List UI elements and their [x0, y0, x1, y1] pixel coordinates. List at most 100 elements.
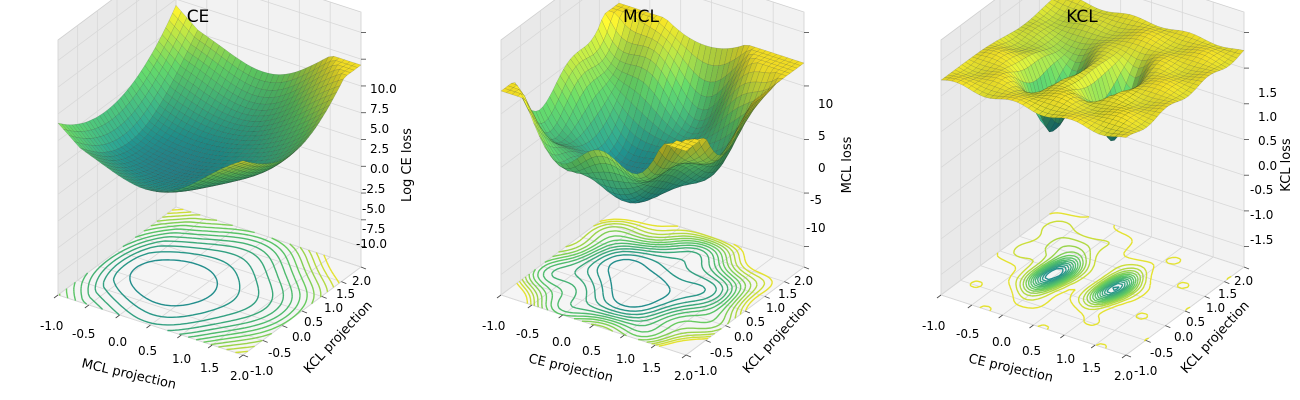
surface-patch	[323, 98, 334, 109]
y-tick-mark	[282, 325, 288, 329]
x-tick-mark	[527, 304, 533, 309]
surface-patch	[749, 96, 760, 108]
y-tick-label: 0.0	[1174, 330, 1193, 344]
x-tick-label: 0.0	[108, 335, 127, 349]
chart-title-ce: CE	[187, 7, 210, 27]
surface-patch	[1154, 108, 1165, 113]
z-tick-label: 1.0	[1258, 110, 1277, 124]
contour-line	[102, 245, 260, 326]
x-tick-labels-mcl: -1.0 -0.5 0.0 0.5 1.0 1.5 2.0	[482, 319, 693, 383]
z-tick-label: 0.5	[1258, 134, 1277, 148]
contour-line	[586, 250, 717, 316]
x-tick-label: 1.5	[1082, 361, 1101, 375]
y-tick-mark	[321, 295, 327, 299]
surface-patch	[791, 63, 801, 69]
x-tick-label: 1.5	[200, 361, 219, 375]
x-tick-label: 1.0	[172, 352, 191, 366]
x-axis-label-mcl: CE projection	[527, 352, 615, 386]
contour-line	[516, 218, 773, 347]
surface-patch	[683, 143, 694, 149]
z-tick-label: 2.5	[370, 142, 389, 156]
x-tick-label: 2.0	[1114, 369, 1133, 383]
surface-patch	[330, 85, 341, 95]
x-tick-mark	[238, 354, 244, 359]
y-tick-mark	[803, 266, 810, 270]
contour-line	[574, 248, 724, 319]
contour-line	[1030, 257, 1135, 301]
y-tick-label: 1.0	[324, 301, 343, 315]
surface-patch	[313, 116, 323, 127]
contour-line	[1027, 254, 1137, 303]
grid-line	[500, 0, 583, 61]
y-tick-mark	[360, 266, 367, 270]
z-tick-labels-mcl: 10 5 0 -5 -10	[806, 97, 833, 235]
z-tick-label: -1.5	[1250, 233, 1273, 247]
y-tick-mark	[1125, 354, 1132, 358]
contour-line	[1032, 259, 1133, 300]
grid-line	[57, 25, 177, 115]
y-tick-label: -1.0	[694, 364, 717, 378]
contour-floor	[58, 208, 340, 354]
z-tick-label: -10.0	[356, 237, 387, 251]
y-tick-mark	[1145, 339, 1151, 343]
surface-patch	[760, 88, 770, 99]
contour-line	[1041, 265, 1124, 294]
x-tick-mark	[1090, 344, 1096, 349]
z-tick-label: -5.0	[362, 202, 385, 216]
surface-patch	[334, 78, 344, 88]
y-tick-label: -0.5	[710, 346, 733, 360]
y-tick-label: 1.5	[1218, 287, 1237, 301]
contour-line	[1013, 220, 1148, 311]
x-tick-mark	[558, 314, 563, 319]
x-tick-label: 2.0	[674, 369, 693, 383]
x-tick-label: -1.0	[482, 319, 505, 333]
grid-line	[57, 0, 176, 88]
surface-patch	[753, 93, 763, 105]
x-tick-mark	[681, 354, 687, 359]
surface-patch	[746, 99, 756, 113]
y-tick-mark	[784, 281, 790, 285]
contour-line	[94, 240, 274, 332]
contour-line	[156, 217, 322, 348]
contour-line	[80, 232, 293, 338]
z-tick-label: -10	[806, 221, 826, 235]
x-tick-label: 1.0	[1056, 352, 1075, 366]
contour-line	[596, 254, 706, 312]
grid-line	[940, 186, 1060, 275]
x-tick-mark	[207, 344, 213, 349]
plot-area	[53, 0, 367, 359]
x-tick-mark	[936, 294, 942, 299]
y-tick-label: -1.0	[250, 364, 273, 378]
y-tick-label: 1.5	[336, 287, 355, 301]
surface-patch	[327, 91, 338, 102]
y-tick-label: 0.5	[746, 315, 765, 329]
y-tick-mark	[1224, 281, 1230, 285]
contour-line	[518, 220, 766, 346]
chart-title-kcl: KCL	[1066, 7, 1098, 27]
z-tick-label: -5	[810, 193, 822, 207]
x-tick-label: -0.5	[956, 327, 979, 341]
y-tick-label: 2.0	[352, 274, 371, 288]
grid-line	[1058, 186, 1245, 247]
x-tick-mark	[53, 294, 59, 299]
grid-line	[940, 114, 1060, 204]
surface-patch	[261, 163, 271, 168]
contour-line	[528, 230, 747, 341]
grid-line	[940, 0, 1023, 61]
surface-patch	[299, 136, 310, 146]
z-tick-label: -1.0	[1250, 208, 1273, 222]
x-tick-mark	[115, 314, 120, 319]
contour-line	[537, 239, 738, 333]
contour-line	[1044, 267, 1120, 292]
y-tick-label: 0.5	[304, 315, 323, 329]
grid-line	[259, 0, 362, 33]
surface-patch	[687, 141, 697, 146]
x-tick-label: 0.0	[992, 335, 1011, 349]
x-tick-label: 0.5	[138, 344, 157, 358]
z-tick-label: -2.5	[362, 182, 385, 196]
z-tick-label: 0.0	[1258, 159, 1277, 173]
z-tick-label: 0	[818, 161, 826, 175]
y-tick-labels-kcl: -1.0 -0.5 0.0 0.5 1.0 1.5 2.0	[1134, 274, 1253, 378]
surface-patch	[715, 153, 725, 162]
